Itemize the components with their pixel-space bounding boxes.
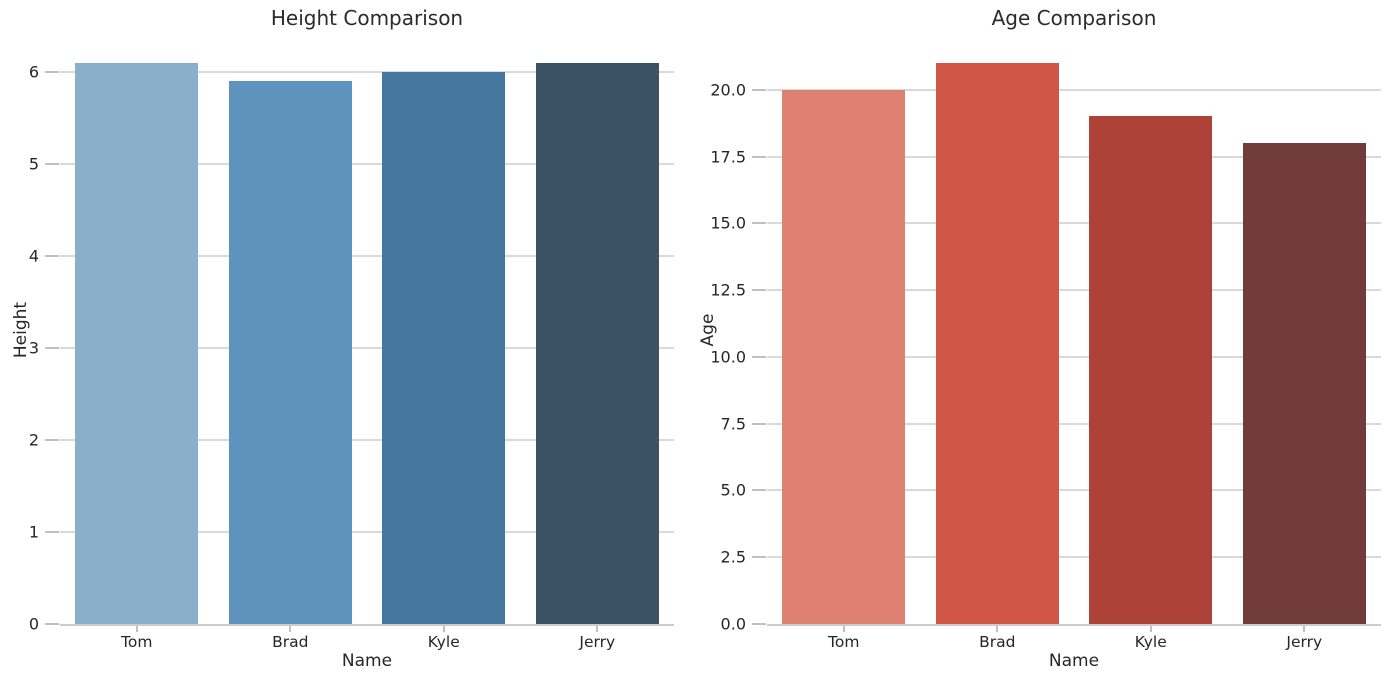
y-tick-label: 10.0	[710, 347, 746, 367]
age-chart-title: Age Comparison	[991, 6, 1157, 30]
y-tick-mark	[45, 255, 59, 258]
y-tick-label: 7.5	[720, 414, 746, 434]
x-tick-label: Jerry	[579, 633, 616, 651]
bar-tom	[75, 63, 199, 624]
bar-kyle	[1089, 116, 1213, 624]
y-gridline	[60, 255, 674, 258]
y-tick-mark	[752, 623, 766, 625]
height-chart-plot-area: 0 1 2 3 4 5 6 Tom Brad Kyle Jerry	[29, 35, 674, 651]
x-tick-label: Tom	[121, 633, 153, 651]
bar-kyle	[382, 72, 506, 624]
age-y-axis-label: Age	[698, 313, 718, 347]
y-tick-label: 6	[28, 62, 39, 82]
y-tick-label: 2.5	[720, 547, 746, 567]
y-tick-label: 0.0	[720, 614, 746, 634]
y-tick-label: 3	[28, 338, 39, 358]
y-gridline	[767, 155, 1381, 158]
x-tick-mark	[596, 626, 599, 632]
y-gridline	[767, 88, 1381, 91]
y-tick-mark	[45, 531, 59, 534]
y-tick-label: 20.0	[710, 80, 746, 100]
bar-brad	[935, 63, 1059, 624]
y-gridline	[767, 556, 1381, 559]
age-x-axis-label: Name	[1048, 651, 1100, 671]
x-tick-label: Tom	[828, 633, 860, 651]
y-gridline	[60, 347, 674, 350]
y-tick-mark	[45, 163, 59, 166]
x-tick-mark	[135, 626, 138, 632]
y-tick-mark	[752, 422, 766, 425]
y-tick-label: 0	[28, 614, 39, 634]
y-tick-label: 5	[28, 154, 39, 174]
y-tick-mark	[752, 355, 766, 358]
x-tick-mark	[289, 626, 292, 632]
y-tick-mark	[752, 489, 766, 492]
bar-brad	[228, 81, 352, 624]
x-tick-label: Kyle	[1134, 633, 1167, 651]
x-tick-label: Brad	[979, 633, 1016, 651]
y-tick-label: 2	[28, 430, 39, 450]
x-tick-mark	[996, 626, 999, 632]
y-tick-mark	[45, 71, 59, 74]
y-tick-mark	[752, 155, 766, 158]
y-tick-mark	[752, 289, 766, 292]
y-tick-mark	[752, 222, 766, 225]
x-tick-mark	[842, 626, 845, 632]
x-tick-mark	[1149, 626, 1152, 632]
y-gridline	[60, 163, 674, 166]
bar-jerry	[535, 63, 659, 624]
x-tick-label: Kyle	[427, 633, 460, 651]
bar-jerry	[1242, 143, 1366, 624]
y-tick-mark	[45, 439, 59, 442]
y-tick-label: 1	[28, 522, 39, 542]
y-gridline	[767, 289, 1381, 292]
y-tick-mark	[752, 88, 766, 91]
x-tick-mark	[442, 626, 445, 632]
y-gridline	[767, 222, 1381, 225]
y-gridline	[60, 531, 674, 534]
bar-tom	[782, 89, 906, 624]
y-tick-mark	[45, 623, 59, 625]
y-tick-label: 12.5	[710, 280, 746, 300]
height-x-axis-label: Name	[341, 651, 393, 671]
y-tick-label: 15.0	[710, 213, 746, 233]
y-tick-mark	[45, 347, 59, 350]
y-gridline	[60, 439, 674, 442]
y-gridline	[60, 71, 674, 74]
y-tick-label: 17.5	[710, 147, 746, 167]
x-tick-label: Jerry	[1286, 633, 1323, 651]
x-tick-label: Brad	[272, 633, 309, 651]
y-tick-label: 4	[28, 246, 39, 266]
x-tick-mark	[1303, 626, 1306, 632]
height-chart-title: Height Comparison	[270, 6, 464, 30]
y-gridline	[767, 489, 1381, 492]
age-chart-plot-area: 0.0 2.5 5.0 7.5 10.0 12.5 15.0 17.5 20.0 Tom Brad K…	[710, 35, 1381, 651]
y-tick-mark	[752, 556, 766, 559]
y-tick-label: 5.0	[720, 480, 746, 500]
y-gridline	[767, 355, 1381, 358]
y-gridline	[767, 422, 1381, 425]
